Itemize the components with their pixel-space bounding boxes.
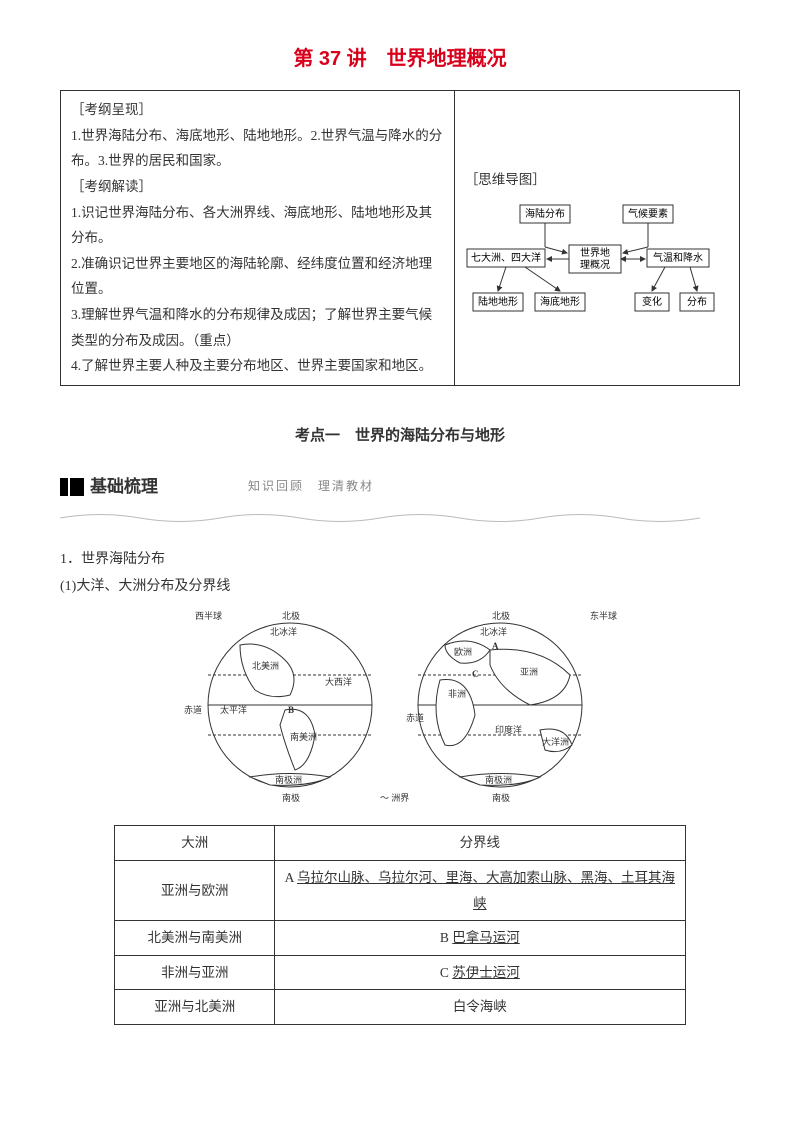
page-root: 第 37 讲 世界地理概况 ［考纲呈现］ 1.世界海陆分布、海底地形、陆地地形。… bbox=[60, 40, 740, 1025]
bt-r0-pre: A bbox=[285, 870, 297, 885]
outline-h1: ［考纲呈现］ bbox=[71, 97, 444, 123]
mm-tl: 海陆分布 bbox=[525, 207, 565, 220]
outline-h2: ［考纲解读］ bbox=[71, 174, 444, 200]
mm-ml: 七大洲、四大洋 bbox=[471, 251, 541, 264]
body-h1: 1．世界海陆分布 bbox=[60, 547, 740, 574]
gl-l-bottom: 南极 bbox=[282, 792, 300, 803]
globes-svg: 西半球 北极 北冰洋 北美洲 大西洋 太平洋 B 南美洲 赤道 南极洲 南极 bbox=[170, 605, 630, 805]
outline-right-cell: ［思维导图］ bbox=[454, 91, 739, 386]
bt-r1-c1: 北美洲与南美洲 bbox=[115, 921, 275, 956]
mm-bl1: 陆地地形 bbox=[478, 295, 518, 308]
bt-r1-pre: B bbox=[440, 930, 452, 945]
bt-r2-c2: C 苏伊士运河 bbox=[275, 955, 686, 990]
wavy-divider bbox=[60, 507, 740, 534]
section-sublabel: 知识回顾 理清教材 bbox=[248, 475, 374, 498]
outline-p4: 3.理解世界气温和降水的分布规律及成因；了解世界主要气候类型的分布及成因。（重点… bbox=[71, 302, 444, 353]
square-icon-2 bbox=[70, 478, 84, 496]
gl-l-outer: 西半球 bbox=[195, 610, 222, 621]
mm-center: 世界地理概况 bbox=[580, 246, 610, 271]
bt-h2: 分界线 bbox=[275, 826, 686, 861]
bt-r2-u: 苏伊士运河 bbox=[452, 965, 520, 980]
gl-r-bottom: 南极 bbox=[492, 792, 510, 803]
gl-l-atl: 大西洋 bbox=[325, 676, 352, 687]
lesson-title: 第 37 讲 世界地理概况 bbox=[60, 40, 740, 78]
mm-mr: 气温和降水 bbox=[653, 251, 703, 264]
gl-r-as: 亚洲 bbox=[520, 667, 538, 677]
gl-legend: ～ 洲界 bbox=[380, 793, 409, 803]
gl-r-arctic: 北冰洋 bbox=[480, 626, 507, 637]
bt-r0-c1: 亚洲与欧洲 bbox=[115, 860, 275, 920]
kaodian-heading: 考点一 世界的海陆分布与地形 bbox=[60, 422, 740, 451]
gl-l-B: B bbox=[288, 705, 294, 715]
gl-r-eq: 赤道 bbox=[406, 712, 424, 723]
outline-p3: 2.准确识记世界主要地区的海陆轮廓、经纬度位置和经济地理位置。 bbox=[71, 251, 444, 302]
outline-p2: 1.识记世界海陆分布、各大洲界线、海底地形、陆地地形及其分布。 bbox=[71, 200, 444, 251]
mm-br1: 变化 bbox=[642, 295, 662, 308]
gl-l-na: 北美洲 bbox=[252, 660, 279, 671]
gl-r-top: 北极 bbox=[492, 610, 510, 621]
boundary-table: 大洲 分界线 亚洲与欧洲 A 乌拉尔山脉、乌拉尔河、里海、大高加索山脉、黑海、土… bbox=[114, 825, 685, 1025]
gl-r-C: C bbox=[472, 669, 479, 679]
gl-r-af: 非洲 bbox=[448, 688, 466, 699]
body-h1a: (1)大洋、大洲分布及分界线 bbox=[60, 574, 740, 601]
mm-bl2: 海底地形 bbox=[540, 295, 580, 308]
bt-r2-c1: 非洲与亚洲 bbox=[115, 955, 275, 990]
gl-r-ind: 印度洋 bbox=[495, 724, 522, 735]
square-icon bbox=[60, 478, 68, 496]
gl-l-sa: 南美洲 bbox=[290, 731, 317, 742]
bt-r3-c2: 白令海峡 bbox=[275, 990, 686, 1025]
mm-br2: 分布 bbox=[687, 296, 707, 308]
section-label: 基础梳理 bbox=[90, 471, 158, 503]
bt-r2-pre: C bbox=[440, 965, 452, 980]
bt-r1-c2: B 巴拿马运河 bbox=[275, 921, 686, 956]
mindmap-svg: 世界地理概况 海陆分布 气候要素 七大洲、四大洋 bbox=[465, 199, 725, 319]
gl-r-ant: 南极洲 bbox=[485, 774, 512, 785]
bt-r0-u: 乌拉尔山脉、乌拉尔河、里海、大高加索山脉、黑海、土耳其海峡 bbox=[297, 870, 675, 911]
bt-r0-c2: A 乌拉尔山脉、乌拉尔河、里海、大高加索山脉、黑海、土耳其海峡 bbox=[275, 860, 686, 920]
gl-l-top: 北极 bbox=[282, 610, 300, 621]
gl-r-outer: 东半球 bbox=[590, 610, 617, 621]
gl-r-eu: 欧洲 bbox=[454, 646, 472, 657]
bt-r1-u: 巴拿马运河 bbox=[452, 930, 520, 945]
section-header: 基础梳理 知识回顾 理清教材 bbox=[60, 471, 740, 503]
outline-p1: 1.世界海陆分布、海底地形、陆地地形。2.世界气温与降水的分布。3.世界的居民和… bbox=[71, 123, 444, 174]
outline-p5: 4.了解世界主要人种及主要分布地区、世界主要国家和地区。 bbox=[71, 353, 444, 379]
outline-left-cell: ［考纲呈现］ 1.世界海陆分布、海底地形、陆地地形。2.世界气温与降水的分布。3… bbox=[61, 91, 455, 386]
bt-r3-c1: 亚洲与北美洲 bbox=[115, 990, 275, 1025]
mindmap-diagram: 世界地理概况 海陆分布 气候要素 七大洲、四大洋 bbox=[465, 199, 729, 328]
gl-l-ant: 南极洲 bbox=[275, 774, 302, 785]
gl-l-eq: 赤道 bbox=[184, 704, 202, 715]
globes-figure: 西半球 北极 北冰洋 北美洲 大西洋 太平洋 B 南美洲 赤道 南极洲 南极 bbox=[60, 605, 740, 816]
gl-l-arctic: 北冰洋 bbox=[270, 626, 297, 637]
mindmap-label: ［思维导图］ bbox=[465, 167, 729, 193]
bt-h1: 大洲 bbox=[115, 826, 275, 861]
gl-l-pac: 太平洋 bbox=[220, 704, 247, 715]
gl-r-A: A bbox=[492, 641, 499, 651]
outline-table: ［考纲呈现］ 1.世界海陆分布、海底地形、陆地地形。2.世界气温与降水的分布。3… bbox=[60, 90, 740, 386]
gl-r-oc: 大洋洲 bbox=[542, 736, 569, 747]
mm-tr: 气候要素 bbox=[628, 207, 668, 220]
